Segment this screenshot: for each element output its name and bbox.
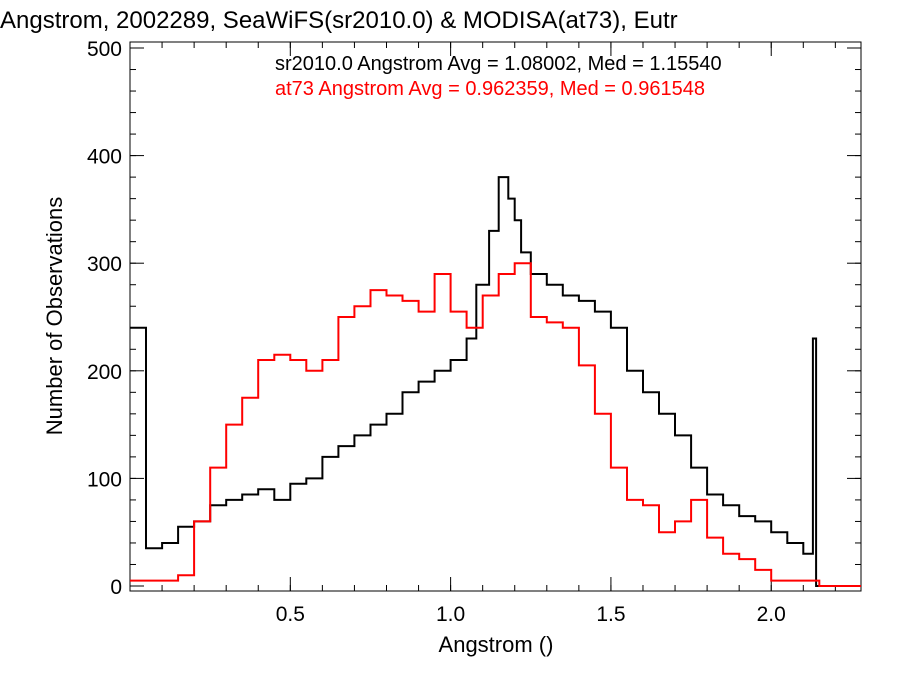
x-tick-label: 1.0 [436, 603, 465, 626]
x-tick-label: 0.5 [276, 603, 305, 626]
y-tick-label: 300 [87, 253, 122, 276]
y-tick-label: 100 [87, 468, 122, 491]
legend-label-at73: at73 Angstrom Avg = 0.962359, Med = 0.96… [275, 78, 705, 100]
series-layer [130, 176, 861, 587]
legend-label-sr2010: sr2010.0 Angstrom Avg = 1.08002, Med = 1… [275, 53, 722, 75]
plot-frame [129, 41, 862, 592]
y-axis-label: Number of Observations [42, 197, 67, 435]
series-line-0 [130, 176, 861, 587]
x-tick-label: 1.5 [596, 603, 625, 626]
x-axis-label: Angstrom () [439, 632, 554, 657]
x-axis-ticks: 0.5 1.0 1.5 2.0 [161, 42, 836, 626]
y-tick-label: 400 [87, 146, 122, 169]
series-line-1 [130, 262, 861, 587]
chart-title: Angstrom, 2002289, SeaWiFS(sr2010.0) & M… [0, 7, 678, 34]
y-tick-label: 500 [87, 38, 122, 61]
x-tick-label: 2.0 [757, 603, 786, 626]
y-axis-ticks: 0 100 200 300 400 500 [87, 38, 861, 599]
y-tick-label: 200 [87, 361, 122, 384]
y-tick-label: 0 [110, 576, 122, 599]
